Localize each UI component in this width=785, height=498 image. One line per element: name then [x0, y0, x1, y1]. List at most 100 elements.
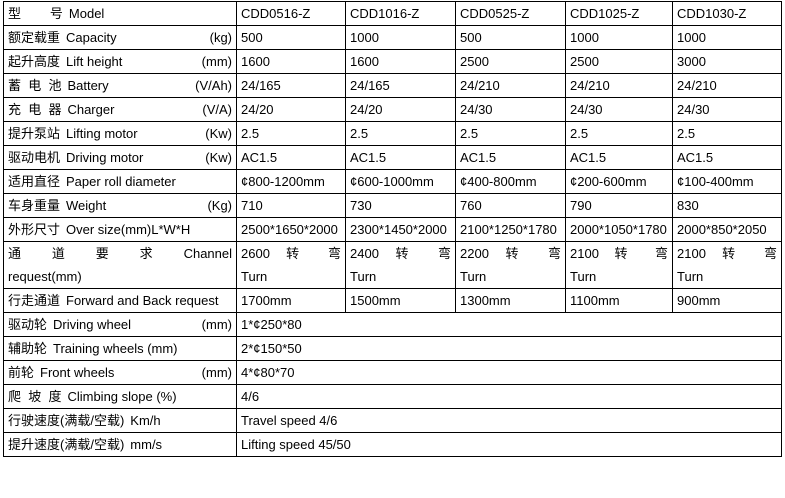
cell-value: 500	[241, 30, 263, 45]
row-label-cell: 前轮 Front wheels (mm)	[3, 360, 237, 385]
cell-value: 2.5	[570, 126, 589, 141]
table-cell: ¢100-400mm	[672, 169, 782, 194]
table-cell-merged: Lifting speed 45/50	[236, 432, 782, 457]
row-label-unit: (mm)	[201, 54, 232, 69]
cell-value-line1: 2400 转 弯	[350, 246, 451, 261]
row-label-cn: 驱动电机	[8, 150, 61, 165]
table-cell: 830	[672, 193, 782, 218]
cell-value: 760	[460, 198, 482, 213]
table-row-merged: 辅助轮 Training wheels (mm) 2*¢150*50	[3, 336, 782, 361]
table-row-merged: 提升速度(满载/空载) mm/s Lifting speed 45/50	[3, 432, 782, 457]
cell-value: 4/6	[241, 389, 260, 404]
table-row: 提升泵站 Lifting motor (Kw) 2.5 2.5 2.5 2.5 2.5	[3, 121, 782, 146]
row-label-cell: 充 电 器 Charger (V/A)	[3, 97, 237, 122]
table-cell: 24/30	[672, 97, 782, 122]
cell-value-line2: Turn	[677, 269, 704, 284]
cell-value: 2500	[570, 54, 599, 69]
cell-value: AC1.5	[241, 150, 278, 165]
row-label-en: Battery	[67, 78, 109, 93]
table-cell: 2300*1450*2000	[345, 217, 456, 242]
table-row: 充 电 器 Charger (V/A) 24/20 24/20 24/30 24/30 24/…	[3, 97, 782, 122]
cell-value: 2*¢150*50	[241, 341, 302, 356]
cell-value: 1500mm	[350, 293, 401, 308]
row-label-unit: (Kw)	[205, 126, 232, 141]
table-row: 外形尺寸 Over size(mm)L*W*H 2500*1650*2000 2300…	[3, 217, 782, 242]
cell-value: Travel speed 4/6	[241, 413, 338, 428]
row-label-cell: 适用直径 Paper roll diameter	[3, 169, 237, 194]
table-row: 适用直径 Paper roll diameter ¢800-1200mm ¢600-1…	[3, 169, 782, 194]
row-label-en: Forward and Back request	[66, 293, 219, 308]
table-cell-merged: Travel speed 4/6	[236, 408, 782, 433]
cell-value: CDD1016-Z	[350, 6, 420, 21]
row-label-unit: (Kg)	[207, 198, 232, 213]
table-cell: 1000	[565, 25, 673, 50]
cell-value: AC1.5	[460, 150, 497, 165]
cell-value: 1600	[350, 54, 379, 69]
row-label-en: Climbing slope (%)	[67, 389, 177, 404]
table-row-channel-request: 通 道 要 求 Channel request(mm) 2600 转 弯 Turn 24…	[3, 241, 782, 289]
cell-value-line1: 2100 转 弯	[570, 246, 668, 261]
row-label-en: Weight	[66, 198, 107, 213]
table-cell: 2100 转 弯 Turn	[565, 241, 673, 289]
cell-value: 730	[350, 198, 372, 213]
cell-value: 24/210	[460, 78, 500, 93]
row-label-cn: 蓄 电 池	[8, 78, 62, 93]
cell-value: 1000	[350, 30, 379, 45]
cell-value: ¢100-400mm	[677, 174, 754, 189]
cell-value-line2: Turn	[460, 269, 487, 284]
row-label-cn: 辅助轮	[8, 341, 48, 356]
cell-value-line1: 2100 转 弯	[677, 246, 777, 261]
table-cell: 24/210	[565, 73, 673, 98]
row-label-cn: 充 电 器	[8, 102, 62, 117]
cell-value: 24/20	[350, 102, 383, 117]
cell-value: CDD1030-Z	[677, 6, 747, 21]
cell-value: 24/30	[677, 102, 710, 117]
cell-value: 500	[460, 30, 482, 45]
row-label-unit: (mm)	[201, 365, 232, 380]
table-cell: 790	[565, 193, 673, 218]
table-cell: 24/30	[455, 97, 566, 122]
table-cell: 500	[455, 25, 566, 50]
table-cell: AC1.5	[455, 145, 566, 170]
table-cell: 24/20	[345, 97, 456, 122]
cell-value: CDD1025-Z	[570, 6, 640, 21]
cell-value: 2500*1650*2000	[241, 222, 338, 237]
cell-value: 2500	[460, 54, 489, 69]
row-label-en: Over size(mm)L*W*H	[66, 222, 191, 237]
cell-value: AC1.5	[570, 150, 607, 165]
row-label-cell: 额定载重 Capacity (kg)	[3, 25, 237, 50]
row-label-en: Driving motor	[66, 150, 144, 165]
cell-value-line2: Turn	[350, 269, 377, 284]
table-cell: 500	[236, 25, 346, 50]
cell-value: ¢600-1000mm	[350, 174, 434, 189]
row-label-cell: 驱动电机 Driving motor (Kw)	[3, 145, 237, 170]
table-cell-merged: 1*¢250*80	[236, 312, 782, 337]
cell-value: 1700mm	[241, 293, 292, 308]
table-row: 蓄 电 池 Battery (V/Ah) 24/165 24/165 24/210 24/2…	[3, 73, 782, 98]
cell-value: 24/20	[241, 102, 274, 117]
cell-value: 1600	[241, 54, 270, 69]
row-label-cn: 型 号	[8, 6, 63, 21]
cell-value: CDD0525-Z	[460, 6, 530, 21]
table-cell: AC1.5	[236, 145, 346, 170]
row-label-cell: 起升高度 Lift height (mm)	[3, 49, 237, 74]
cell-value: 24/165	[241, 78, 281, 93]
table-cell: 24/165	[236, 73, 346, 98]
row-label-line2: request(mm)	[8, 269, 82, 284]
table-cell: 2.5	[455, 121, 566, 146]
cell-value: Lifting speed 45/50	[241, 437, 351, 452]
row-label-en: Lifting motor	[66, 126, 138, 141]
table-cell: ¢200-600mm	[565, 169, 673, 194]
row-label-en: Driving wheel	[53, 317, 132, 332]
cell-value: AC1.5	[677, 150, 714, 165]
cell-value: 2000*850*2050	[677, 222, 767, 237]
row-label-cell: 行驶速度(满载/空载) Km/h	[3, 408, 237, 433]
table-cell: 24/210	[672, 73, 782, 98]
table-cell: 760	[455, 193, 566, 218]
row-label-cell: 爬 坡 度 Climbing slope (%)	[3, 384, 237, 409]
table-cell: 2100*1250*1780	[455, 217, 566, 242]
table-cell: 710	[236, 193, 346, 218]
row-label-cell: 外形尺寸 Over size(mm)L*W*H	[3, 217, 237, 242]
cell-value: ¢800-1200mm	[241, 174, 325, 189]
cell-value: 1000	[570, 30, 599, 45]
